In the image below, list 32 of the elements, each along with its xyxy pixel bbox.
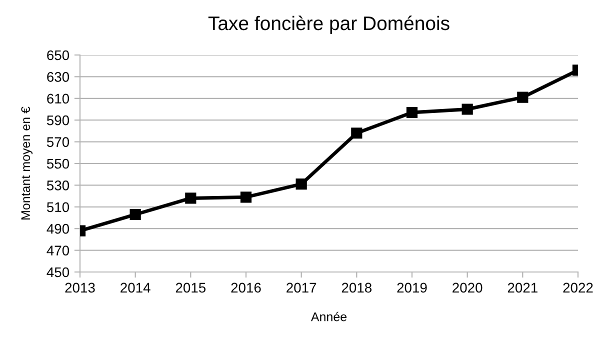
x-tick-label: 2021 [508, 282, 538, 293]
point [351, 128, 362, 139]
x-tick-label: 2014 [120, 282, 150, 293]
point [185, 192, 196, 204]
point [517, 92, 528, 103]
y-tick-label: 490 [46, 224, 70, 234]
x-tick-label: 2020 [452, 282, 482, 293]
y-tick-label: 570 [46, 137, 70, 147]
y-tick-label: 470 [46, 246, 70, 256]
point [240, 192, 252, 203]
y-tick-label: 610 [47, 94, 70, 104]
x-tick-label: 2013 [65, 282, 95, 293]
x-axis-title: Année [310, 312, 347, 322]
point [130, 208, 141, 220]
x-tick-label: 2018 [342, 282, 372, 293]
x-tick-label: 2022 [563, 282, 593, 293]
y-tick-label: 550 [46, 158, 70, 169]
y-tick-label: 590 [46, 115, 70, 126]
point [462, 104, 473, 115]
x-tick-label: 2015 [176, 282, 206, 293]
y-tick-label: 450 [46, 267, 70, 278]
point [296, 178, 307, 190]
y-tick-label: 510 [46, 202, 70, 212]
chart-title: Taxe foncière par Doménois [208, 16, 450, 34]
y-tick-label: 630 [47, 72, 70, 82]
y-axis-title: Montant moyen en € [21, 106, 33, 220]
y-tick-label: 530 [46, 180, 70, 190]
point [406, 106, 418, 118]
x-tick-label: 2016 [231, 282, 261, 293]
x-tick-label: 2019 [397, 282, 427, 293]
y-tick-label: 650 [47, 50, 70, 60]
x-tick-label: 2017 [286, 282, 316, 293]
